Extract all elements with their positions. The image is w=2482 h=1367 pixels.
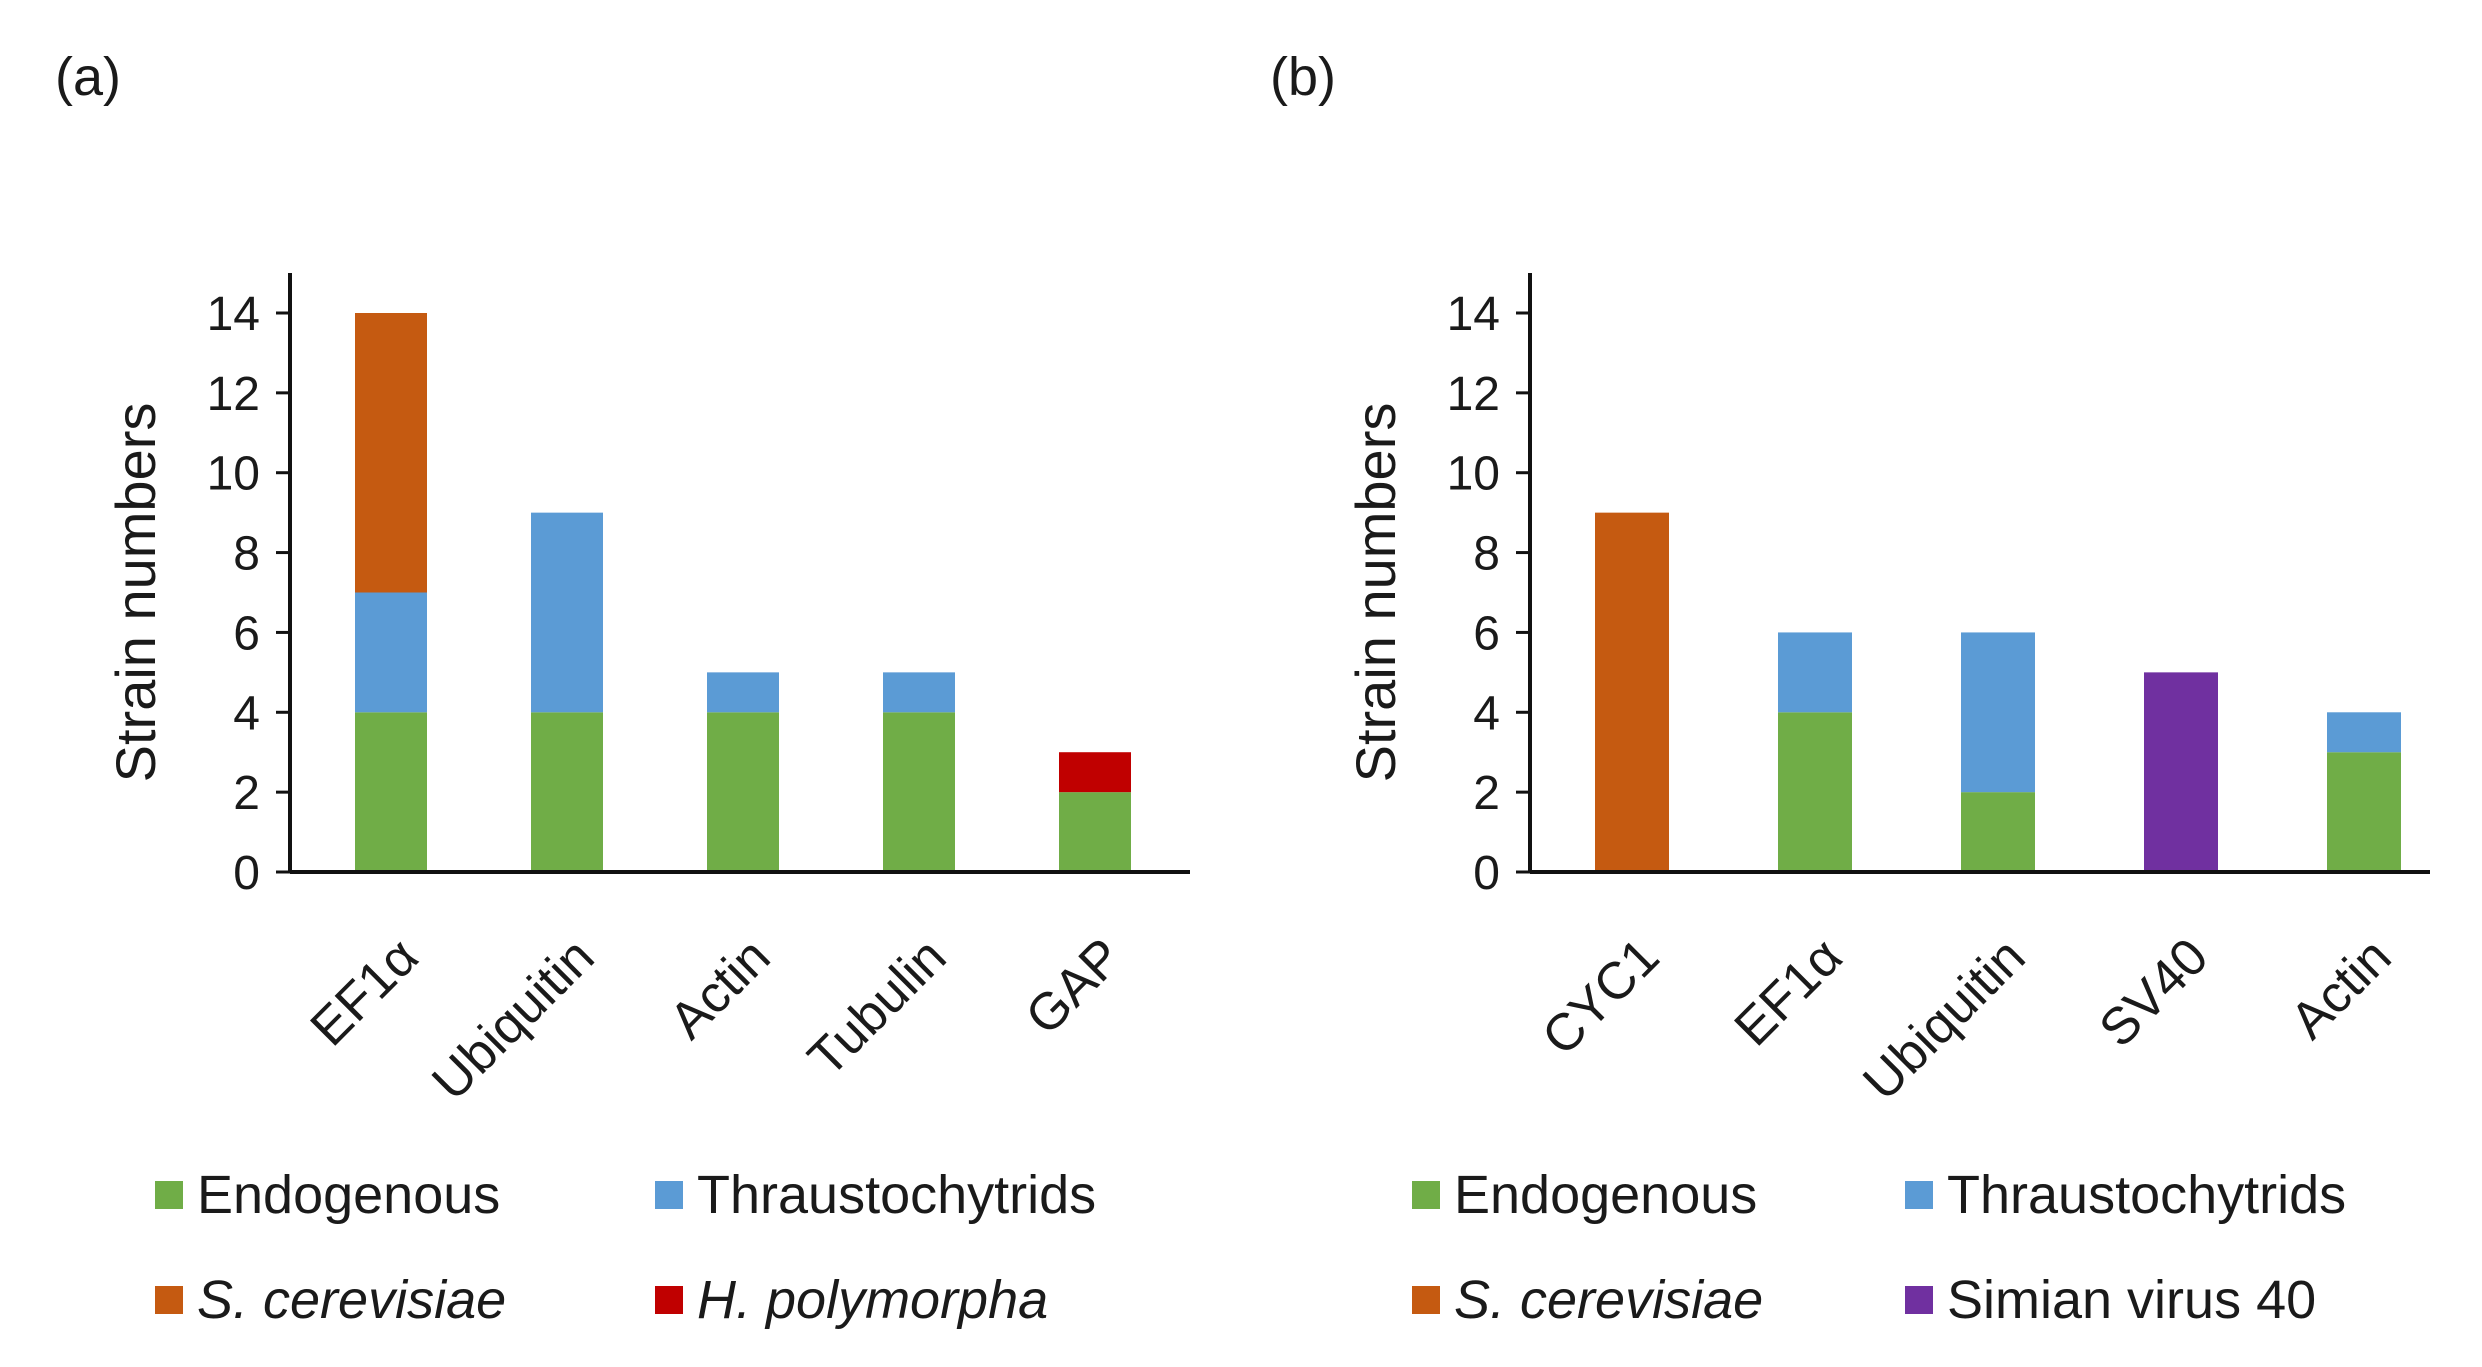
y-tick-label: 14 xyxy=(1447,288,1500,341)
legend-label: S. cerevisiae xyxy=(1454,1270,1763,1330)
legend-item: S. cerevisiae xyxy=(155,1270,506,1330)
bar-endogenous-4 xyxy=(2327,752,2401,872)
y-tick-label: 8 xyxy=(233,528,260,581)
bar-s-cerevisiae-0 xyxy=(355,313,427,593)
y-axis-title: Strain numbers xyxy=(104,403,167,783)
legend-item: H. polymorpha xyxy=(655,1270,1048,1330)
legend-swatch xyxy=(1905,1286,1933,1314)
x-tick-label: SV40 xyxy=(2089,927,2220,1058)
legend-item: Endogenous xyxy=(155,1165,500,1225)
legend-item: Thraustochytrids xyxy=(655,1165,1096,1225)
bar-thraustochytrids-3 xyxy=(883,672,955,713)
legend-swatch xyxy=(1412,1181,1440,1209)
y-tick-label: 10 xyxy=(1447,448,1500,501)
bar-endogenous-1 xyxy=(531,712,603,872)
legend-item: S. cerevisiae xyxy=(1412,1270,1763,1330)
bar-simian-virus-40-3 xyxy=(2144,672,2218,872)
bar-endogenous-2 xyxy=(1961,792,2035,872)
x-tick-label: Ubiquitin xyxy=(1852,927,2036,1111)
y-tick-label: 6 xyxy=(233,607,260,660)
y-tick-label: 2 xyxy=(233,767,260,820)
legend-label: H. polymorpha xyxy=(697,1270,1048,1330)
y-tick-label: 4 xyxy=(1473,687,1500,740)
legend-label: S. cerevisiae xyxy=(197,1270,506,1330)
x-tick-label: EF1α xyxy=(1724,927,1854,1057)
bar-h-polymorpha-4 xyxy=(1059,752,1131,793)
y-tick-label: 10 xyxy=(207,448,260,501)
legend-swatch xyxy=(655,1286,683,1314)
y-tick-label: 12 xyxy=(1447,368,1500,421)
y-tick-label: 8 xyxy=(1473,528,1500,581)
bar-endogenous-4 xyxy=(1059,792,1131,872)
bar-thraustochytrids-1 xyxy=(531,512,603,713)
y-axis-title: Strain numbers xyxy=(1344,403,1407,783)
legend: Endogenous Thraustochytrids S. cerevisiae H… xyxy=(155,1165,1096,1330)
y-tick-label: 0 xyxy=(233,847,260,900)
bar-endogenous-1 xyxy=(1778,712,1852,872)
legend-item: Thraustochytrids xyxy=(1905,1165,2346,1225)
y-tick-label: 0 xyxy=(1473,847,1500,900)
legend-label: Thraustochytrids xyxy=(1947,1165,2346,1225)
x-tick-label: GAP xyxy=(1015,927,1134,1046)
y-tick-label: 4 xyxy=(233,687,260,740)
legend-item: Endogenous xyxy=(1412,1165,1757,1225)
legend-label: Thraustochytrids xyxy=(697,1165,1096,1225)
bar-endogenous-0 xyxy=(355,712,427,872)
bar-thraustochytrids-1 xyxy=(1778,632,1852,713)
legend-label: Endogenous xyxy=(197,1165,500,1225)
x-tick-label: Tubulin xyxy=(797,927,957,1087)
legend-item: Simian virus 40 xyxy=(1905,1270,2316,1330)
y-tick-label: 2 xyxy=(1473,767,1500,820)
panel-label: (b) xyxy=(1270,47,1336,107)
x-tick-label: Actin xyxy=(659,927,782,1050)
x-tick-label: CYC1 xyxy=(1531,927,1670,1066)
legend-label: Simian virus 40 xyxy=(1947,1270,2316,1330)
legend-swatch xyxy=(1905,1181,1933,1209)
bar-thraustochytrids-0 xyxy=(355,592,427,713)
panel-label: (a) xyxy=(55,47,121,107)
legend-label: Endogenous xyxy=(1454,1165,1757,1225)
panel-b: (b) Strain numbers 0 2 4 6 8 10 12 14 CYC1 EF1αUbiq… xyxy=(1270,47,2430,1330)
legend-swatch xyxy=(1412,1286,1440,1314)
y-tick-label: 6 xyxy=(1473,607,1500,660)
bar-s-cerevisiae-0 xyxy=(1595,512,1669,872)
legend-swatch xyxy=(155,1286,183,1314)
panel-a: (a) Strain numbers 0 2 4 6 8 10 12 14 EF1αUbiquiti… xyxy=(55,47,1190,1330)
y-tick-label: 14 xyxy=(207,288,260,341)
bar-endogenous-2 xyxy=(707,712,779,872)
legend-swatch xyxy=(655,1181,683,1209)
legend-swatch xyxy=(155,1181,183,1209)
x-tick-label: Ubiquitin xyxy=(421,927,605,1111)
y-tick-label: 12 xyxy=(207,368,260,421)
legend: Endogenous Thraustochytrids S. cerevisiae S… xyxy=(1412,1165,2346,1330)
bar-thraustochytrids-2 xyxy=(707,672,779,713)
bar-thraustochytrids-2 xyxy=(1961,632,2035,793)
x-tick-label: EF1α xyxy=(300,927,430,1057)
bar-thraustochytrids-4 xyxy=(2327,712,2401,753)
bar-endogenous-3 xyxy=(883,712,955,872)
x-tick-label: Actin xyxy=(2280,927,2403,1050)
